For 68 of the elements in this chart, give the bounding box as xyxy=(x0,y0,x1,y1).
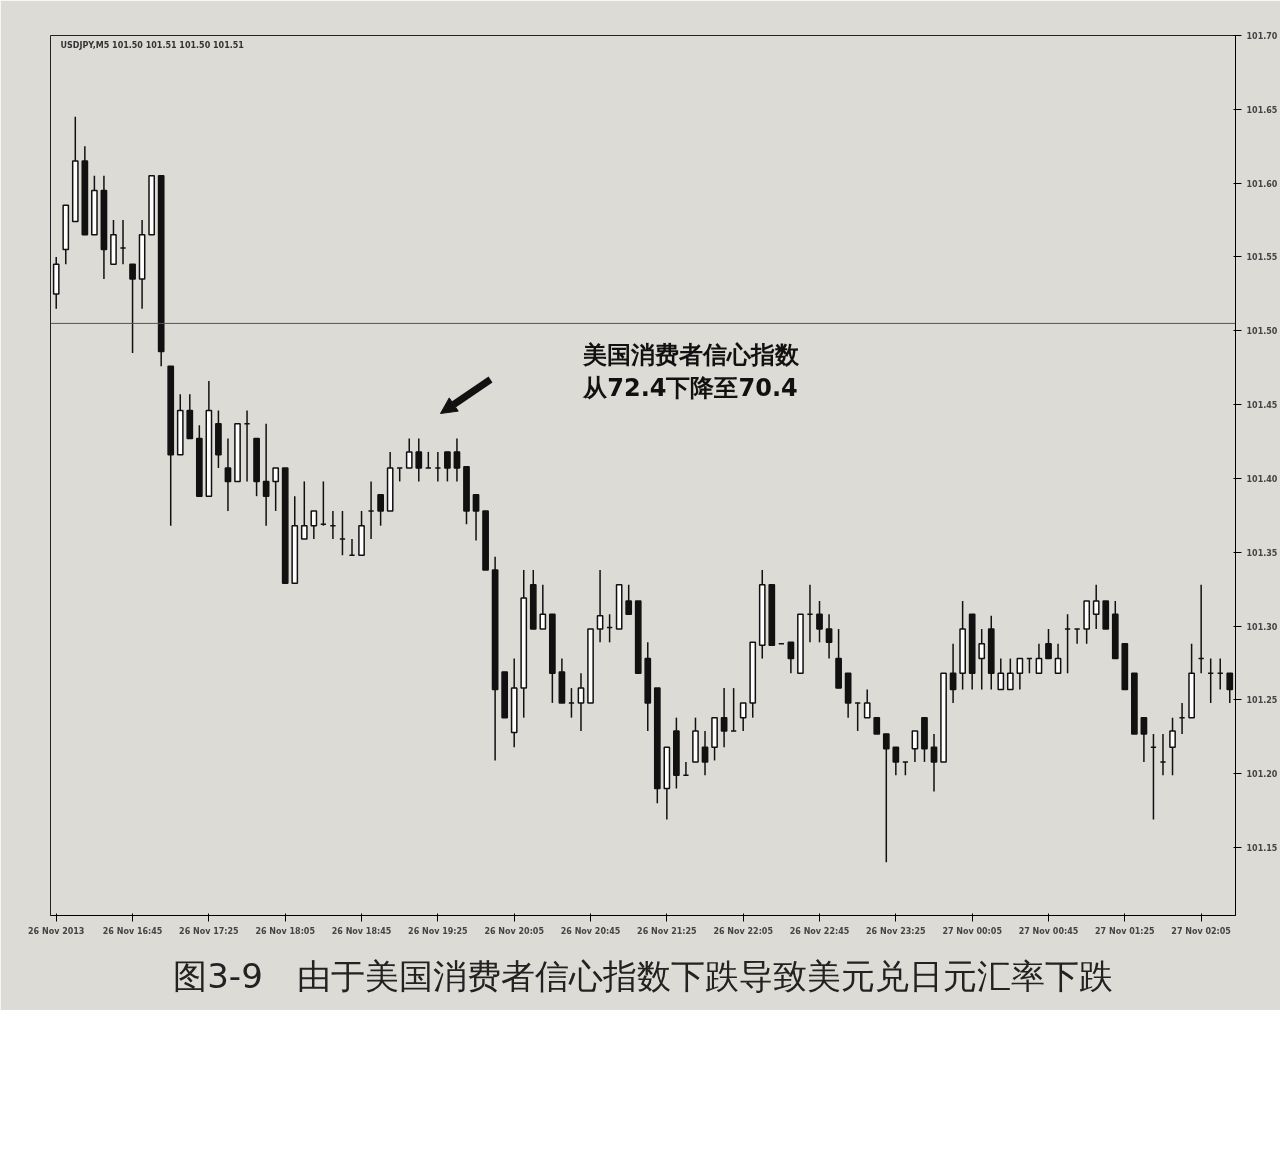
candlestick xyxy=(300,480,308,540)
x-tick-label: 26 Nov 18:45 xyxy=(331,926,392,936)
candlestick xyxy=(1169,716,1176,776)
candlestick xyxy=(453,437,461,483)
y-tick-label: 101.50 xyxy=(1246,327,1278,337)
y-tick-label: 101.45 xyxy=(1246,401,1278,411)
candlestick xyxy=(1092,584,1100,630)
x-tick-label: 26 Nov 22:05 xyxy=(713,926,774,936)
candlestick xyxy=(739,702,747,732)
candlestick xyxy=(310,510,318,540)
candlestick xyxy=(1035,643,1043,675)
y-tick-label: 101.20 xyxy=(1246,770,1278,780)
x-tick-label: 26 Nov 19:25 xyxy=(408,926,469,936)
candlestick xyxy=(262,423,270,527)
y-tick-label: 101.65 xyxy=(1246,105,1278,115)
candlestick xyxy=(882,733,890,864)
candlestick xyxy=(701,730,709,776)
x-tick-label: 26 Nov 20:05 xyxy=(484,926,545,936)
x-tick-label: 27 Nov 00:05 xyxy=(942,926,1003,936)
candlestick xyxy=(1054,643,1062,675)
text: USDJPY,M5 101.50 101.51 101.50 101.51 xyxy=(60,40,245,50)
y-tick-label: 101.55 xyxy=(1246,253,1278,263)
candlestick xyxy=(1006,657,1014,691)
x-tick-label: 26 Nov 18:05 xyxy=(255,926,316,936)
x-tick-label: 26 Nov 16:45 xyxy=(102,926,163,936)
x-tick-label: 26 Nov 20:45 xyxy=(560,926,621,936)
candlestick xyxy=(444,451,451,483)
candlestick xyxy=(577,672,585,732)
candlestick xyxy=(825,613,833,660)
x-tick-label: 26 Nov 21:25 xyxy=(637,926,698,936)
x-tick-label: 26 Nov 23:25 xyxy=(866,926,927,936)
candlestick xyxy=(596,569,604,644)
candlestick xyxy=(415,437,423,483)
candlestick xyxy=(129,263,136,354)
text: 图3-9 由于美国消费者信心指数下跌导致美元兑日元汇率下跌 xyxy=(173,955,1113,996)
candlestick xyxy=(405,437,413,469)
annotation: 美国消费者信心指数从72.4下降至70.4 xyxy=(581,340,800,403)
candlestick xyxy=(272,467,280,512)
candlestick xyxy=(1226,672,1234,704)
x-tick-label: 26 Nov 22:45 xyxy=(789,926,850,936)
x-tick-label: 26 Nov 17:25 xyxy=(179,926,240,936)
candlestick xyxy=(863,688,871,719)
y-tick-label: 101.35 xyxy=(1246,548,1278,558)
x-tick-label: 27 Nov 01:25 xyxy=(1095,926,1156,936)
y-tick-label: 101.60 xyxy=(1246,179,1278,189)
candlestick xyxy=(930,733,938,793)
candlestick xyxy=(472,493,480,542)
y-tick-label: 101.15 xyxy=(1246,844,1278,854)
candlestick xyxy=(625,584,633,616)
candlestick xyxy=(978,628,986,691)
candlestick xyxy=(1016,657,1024,691)
candlestick xyxy=(816,600,823,644)
candlestick xyxy=(1045,628,1052,660)
candlestick xyxy=(539,584,547,630)
candlestick xyxy=(720,687,728,748)
candlestick xyxy=(892,746,900,776)
candlestick xyxy=(224,437,232,512)
x-tick-label: 27 Nov 00:45 xyxy=(1018,926,1079,936)
candlestick xyxy=(1140,716,1148,763)
y-tick-label: 101.40 xyxy=(1246,474,1278,484)
candlestick xyxy=(377,493,384,527)
y-tick-label: 101.30 xyxy=(1246,622,1278,632)
x-tick-label: 27 Nov 02:05 xyxy=(1171,926,1232,936)
x-tick-label: 26 Nov 2013 xyxy=(28,926,85,936)
candlestick xyxy=(997,657,1005,691)
y-tick-label: 101.70 xyxy=(1246,32,1278,41)
y-tick-label: 101.25 xyxy=(1246,696,1278,706)
candlestick xyxy=(911,730,919,763)
